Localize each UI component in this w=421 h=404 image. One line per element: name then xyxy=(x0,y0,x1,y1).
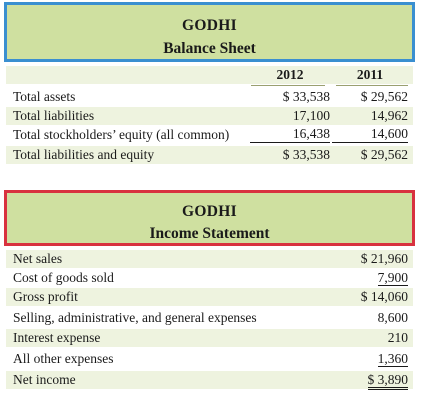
income-statement-header: GODHI Income Statement xyxy=(4,190,415,246)
income-statement-title: Income Statement xyxy=(149,225,270,242)
table-row: Gross profit $ 14,060 xyxy=(6,288,413,306)
row-label: Total stockholders’ equity (all common) xyxy=(13,127,230,142)
value-2011: $ 29,562 xyxy=(360,147,408,162)
balance-sheet-year-row: 2012 2011 xyxy=(6,66,413,84)
value-2011: 14,600 xyxy=(332,126,408,143)
balance-sheet-table: 2012 2011 Total assets $ 33,538 $ 29,562… xyxy=(6,66,413,176)
row-value: 7,900 xyxy=(298,269,408,287)
value-2011: 14,962 xyxy=(370,108,408,123)
row-value: 210 xyxy=(387,330,408,345)
row-value-text: $ 3,890 xyxy=(367,372,408,390)
row-label: Total liabilities and equity xyxy=(13,147,155,162)
row-label: Total liabilities xyxy=(13,108,95,123)
row-value: $ 14,060 xyxy=(360,289,408,304)
table-row: Total liabilities 17,100 14,962 xyxy=(6,107,413,125)
row-label: Cost of goods sold xyxy=(13,270,114,285)
value-2012: 17,100 xyxy=(292,108,330,123)
table-row: All other expenses 1,360 xyxy=(6,350,413,368)
row-value: 8,600 xyxy=(377,310,408,325)
table-row: Net income $ 3,890 xyxy=(6,371,413,390)
balance-sheet-title: Balance Sheet xyxy=(163,40,256,57)
year-underline-2011 xyxy=(336,85,408,86)
table-row: Selling, administrative, and general exp… xyxy=(6,309,413,327)
row-value-text: 1,360 xyxy=(377,351,408,367)
table-row: Net sales $ 21,960 xyxy=(6,250,413,268)
year-2011-header: 2011 xyxy=(356,67,384,82)
row-label: Interest expense xyxy=(13,330,101,345)
row-label: Net income xyxy=(13,372,76,387)
value-2011: $ 29,562 xyxy=(360,89,408,104)
row-value: $ 3,890 xyxy=(298,371,408,390)
row-label: All other expenses xyxy=(13,351,114,366)
balance-sheet-header: GODHI Balance Sheet xyxy=(4,2,415,62)
row-label: Total assets xyxy=(13,89,76,104)
table-row: Total stockholders’ equity (all common) … xyxy=(6,126,413,144)
row-label: Gross profit xyxy=(13,289,78,304)
row-label: Net sales xyxy=(13,251,63,266)
table-row: Total assets $ 33,538 $ 29,562 xyxy=(6,88,413,106)
year-underline-2012 xyxy=(251,85,325,86)
row-value-text: 7,900 xyxy=(377,270,408,286)
row-value: $ 21,960 xyxy=(360,251,408,266)
income-statement-table: Net sales $ 21,960 Cost of goods sold 7,… xyxy=(6,248,413,398)
row-value: 1,360 xyxy=(298,350,408,368)
table-row: Cost of goods sold 7,900 xyxy=(6,269,413,287)
value-2012: 16,438 xyxy=(250,126,330,143)
year-2012-header: 2012 xyxy=(276,67,304,82)
income-statement-company: GODHI xyxy=(182,203,237,220)
table-row: Total liabilities and equity $ 33,538 $ … xyxy=(6,146,413,164)
value-2012: $ 33,538 xyxy=(282,89,330,104)
value-2012: $ 33,538 xyxy=(282,147,330,162)
row-label: Selling, administrative, and general exp… xyxy=(13,310,257,325)
balance-sheet-company: GODHI xyxy=(182,17,237,34)
table-row: Interest expense 210 xyxy=(6,329,413,347)
